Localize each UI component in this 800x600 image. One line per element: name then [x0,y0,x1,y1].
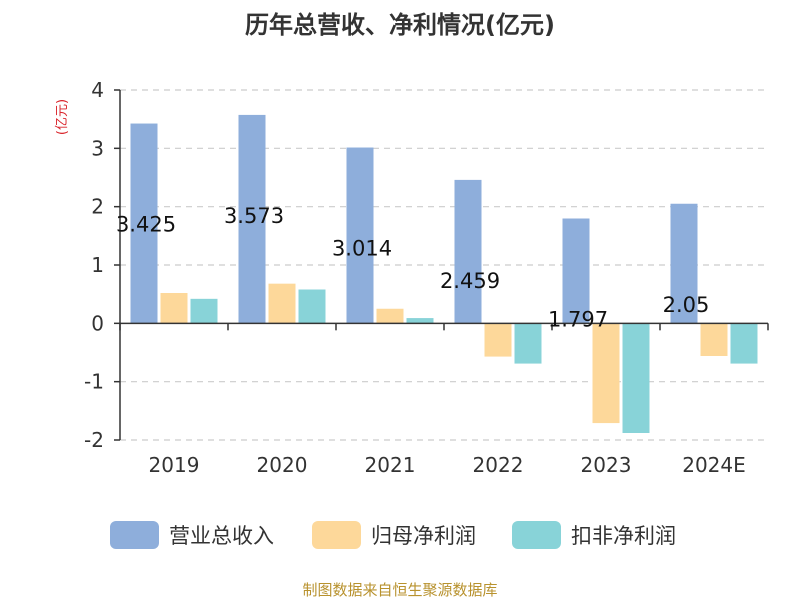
bar-2019-s2 [190,298,218,324]
legend-swatch [512,521,561,549]
bar-2021-s1 [376,308,404,324]
y-tick-label: 0 [91,311,104,335]
x-tick-label: 2019 [149,453,200,477]
x-tick-label: 2021 [365,453,416,477]
x-tick-label: 2020 [257,453,308,477]
bar-2022-s1 [484,323,512,357]
x-tick-label: 2023 [581,453,632,477]
data-label: 3.014 [332,237,392,261]
bar-2020-s0 [238,114,266,324]
bar-2019-s0 [130,123,158,324]
bar-2024E-s1 [700,323,728,356]
bar-2020-s1 [268,283,296,324]
data-label: 2.459 [440,269,500,293]
data-label: 2.05 [663,293,710,317]
bar-2021-s2 [406,318,434,324]
bar-2023-s2 [622,323,650,433]
data-label: 3.573 [224,204,284,228]
x-tick-label: 2024E [682,453,746,477]
data-label: 3.425 [116,213,176,237]
source-note: 制图数据来自恒生聚源数据库 [302,581,497,599]
bar-2022-s2 [514,323,542,364]
legend: 营业总收入 归母净利润 扣非净利润 [110,521,676,549]
x-tick-label: 2022 [473,453,524,477]
gridlines [120,89,768,441]
bar-2023-s1 [592,323,620,424]
bar-2020-s2 [298,289,326,324]
legend-label: 扣非净利润 [571,524,676,548]
y-tick-label: 4 [91,78,104,102]
axes: 4 3 2 1 0 -1 -2 2019 2020 2021 2022 2023 2024E [84,78,769,477]
y-tick-label: -1 [84,370,104,394]
chart-title: 历年总营收、净利情况(亿元) [245,11,555,39]
bar-2024E-s0 [670,203,698,324]
legend-label: 归母净利润 [371,524,476,548]
bar-2021-s0 [346,147,374,324]
data-label: 1.797 [548,308,608,332]
bar-2022-s0 [454,179,482,324]
bar-2023-s0 [562,218,590,324]
bar-2024E-s2 [730,323,758,364]
y-tick-label: 3 [91,136,104,160]
legend-label: 营业总收入 [169,524,274,548]
y-tick-label: -2 [84,428,104,452]
legend-swatch [312,521,361,549]
legend-swatch [110,521,159,549]
y-tick-label: 1 [91,253,104,277]
data-labels: 3.425 3.573 3.014 2.459 1.797 2.05 [116,204,709,332]
y-tick-label: 2 [91,195,104,219]
bar-2019-s1 [160,293,188,324]
bars [130,114,758,433]
y-axis-unit-label: (亿元) [55,99,70,135]
